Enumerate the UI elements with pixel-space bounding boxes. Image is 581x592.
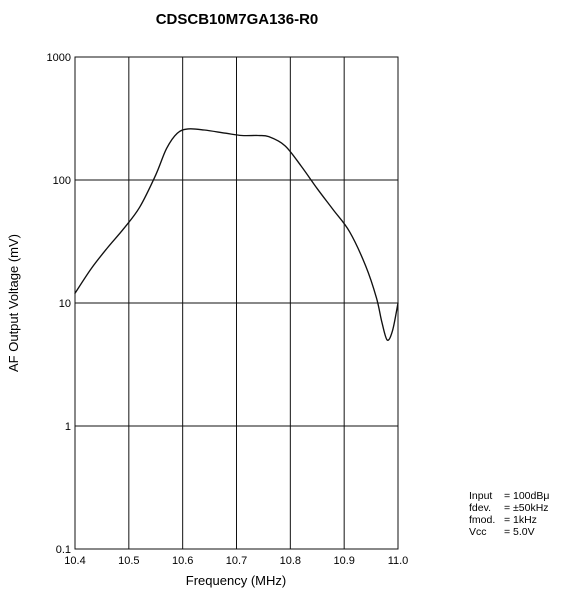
y-tick-label: 10 [59, 298, 71, 310]
y-tick-label: 1000 [47, 52, 71, 64]
x-tick-label: 11.0 [388, 555, 409, 567]
condition-note: fdev. = ±50kHz [469, 502, 549, 514]
x-tick-label: 10.6 [172, 555, 193, 567]
y-tick-label: 0.1 [56, 544, 71, 556]
x-tick-label: 10.5 [118, 555, 139, 567]
y-tick-layer: 0.1 1 10 100 1000 [47, 52, 71, 556]
condition-note: Vcc = 5.0V [469, 526, 535, 538]
grid-layer [75, 57, 398, 549]
y-tick-label: 1 [65, 421, 71, 433]
y-tick-label: 100 [53, 175, 71, 187]
x-tick-label: 10.7 [226, 555, 247, 567]
y-axis-label: AF Output Voltage (mV) [6, 234, 21, 372]
x-tick-label: 10.4 [64, 555, 85, 567]
x-tick-label: 10.8 [280, 555, 301, 567]
x-tick-layer: 10.4 10.5 10.6 10.7 10.8 10.9 11.0 [64, 555, 408, 567]
x-axis-label: Frequency (MHz) [186, 573, 286, 588]
series-line [74, 128, 399, 341]
condition-note: Input = 100dBμ [469, 490, 549, 502]
x-tick-label: 10.9 [333, 555, 354, 567]
chart-title: CDSCB10M7GA136-R0 [156, 11, 319, 28]
condition-note: fmod. = 1kHz [469, 514, 537, 526]
